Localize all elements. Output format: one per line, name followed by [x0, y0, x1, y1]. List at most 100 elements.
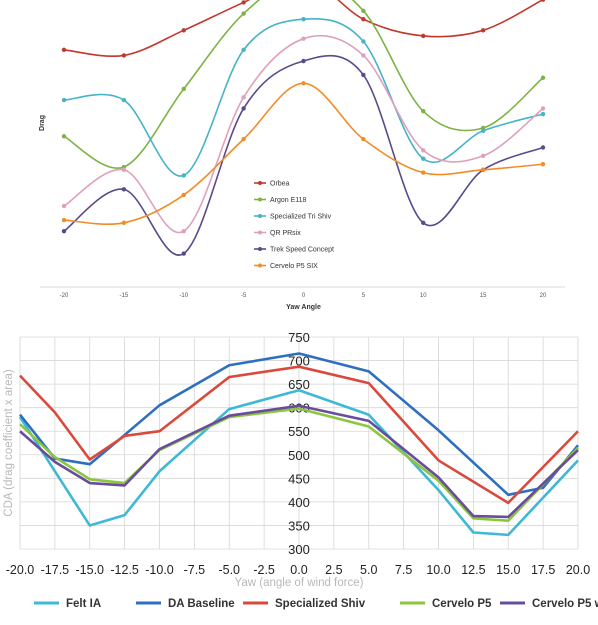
- data-point-specialized-tri-shiv: [121, 97, 127, 103]
- legend-label-specialized-shiv: Specialized Shiv: [275, 598, 366, 610]
- x-axis-label: Yaw (angle of wind force): [235, 577, 364, 589]
- data-point-orbea: [421, 33, 426, 39]
- series-line-cervelo-p5: [19, 407, 579, 523]
- y-axis-label: Drag: [39, 115, 46, 131]
- data-point-trek-speed-concept: [121, 187, 127, 192]
- drag-vs-yaw-chart: -20 -15 -10 -5 0 5 10 15 20 Yaw Angle Drag Orbea Arg…: [39, 0, 565, 311]
- series-line-trek-speed-concept: [63, 54, 544, 256]
- x-tick-label: 20.0: [566, 563, 590, 577]
- data-point-qr-prsix: [181, 229, 186, 234]
- x-tick-label: -20: [60, 293, 69, 299]
- data-point-cervelo-p5-six: [121, 220, 127, 226]
- series-line-argon-e118: [63, 0, 544, 170]
- x-tick-label: 20: [540, 293, 547, 299]
- x-tick-label: -7.5: [184, 563, 206, 577]
- y-tick-label: 400: [288, 495, 310, 510]
- x-tick-label: 10: [420, 293, 427, 299]
- data-point-qr-prsix: [241, 95, 246, 100]
- y-tick-label: 750: [288, 330, 310, 345]
- x-tick-label: -15: [120, 293, 129, 299]
- data-point-argon-e118: [61, 134, 67, 139]
- y-tick-label: 500: [288, 448, 310, 463]
- data-point-qr-prsix: [61, 203, 67, 209]
- x-tick-label: 15: [480, 293, 487, 299]
- y-tick-label: 300: [288, 542, 310, 557]
- y-tick-label: 700: [288, 354, 310, 369]
- legend-label-cervelo-p5-six: Cervelo P5 SIX: [270, 263, 318, 270]
- y-tick-label: 650: [288, 377, 310, 392]
- data-point-specialized-tri-shiv: [181, 173, 186, 178]
- data-point-cervelo-p5-six: [540, 162, 546, 167]
- data-point-trek-speed-concept: [361, 72, 366, 78]
- data-point-orbea: [361, 16, 366, 22]
- data-point-orbea: [241, 0, 246, 5]
- data-point-specialized-tri-shiv: [61, 97, 67, 103]
- x-tick-label: -10: [179, 293, 188, 299]
- data-point-orbea: [61, 47, 67, 53]
- legend-marker-trek-speed-concept: [258, 247, 262, 251]
- data-point-cervelo-p5-six: [61, 217, 67, 223]
- data-point-specialized-tri-shiv: [361, 39, 366, 44]
- data-point-specialized-tri-shiv: [241, 47, 246, 53]
- data-point-trek-speed-concept: [241, 106, 246, 111]
- data-point-orbea: [480, 28, 486, 33]
- legend-label-da-baseline: DA Baseline: [168, 598, 235, 610]
- data-point-specialized-tri-shiv: [480, 128, 486, 133]
- legend-label-felt-ia: Felt IA: [66, 598, 101, 610]
- data-point-cervelo-p5-six: [181, 192, 186, 198]
- y-axis-label: CDA (drag coefficient x area): [3, 369, 15, 517]
- x-tick-label: 5.0: [360, 563, 377, 577]
- data-point-argon-e118: [241, 11, 246, 16]
- data-point-cervelo-p5-six: [241, 136, 246, 142]
- data-point-cervelo-p5-six: [301, 81, 306, 86]
- data-point-orbea: [181, 28, 186, 33]
- data-point-argon-e118: [540, 75, 546, 80]
- series-line-felt-ia: [18, 388, 579, 537]
- x-tick-label: 0.0: [290, 563, 307, 577]
- legend-marker-orbea: [258, 181, 262, 185]
- series-line-qr-prsix: [63, 34, 544, 234]
- data-point-trek-speed-concept: [301, 58, 306, 64]
- data-point-argon-e118: [421, 109, 426, 114]
- legend-marker-cervelo-p5-six: [258, 263, 262, 268]
- series-line-orbea: [63, 0, 544, 57]
- legend-label-specialized-tri-shiv: Specialized Tri Shiv: [270, 214, 332, 221]
- data-point-trek-speed-concept: [181, 251, 186, 256]
- legend-label-orbea: Orbea: [270, 181, 290, 188]
- x-tick-label: -10.0: [145, 563, 174, 577]
- data-point-qr-prsix: [540, 106, 546, 111]
- y-tick-label: 350: [288, 518, 310, 533]
- x-tick-label: 2.5: [325, 563, 342, 577]
- data-point-argon-e118: [361, 8, 366, 13]
- data-point-trek-speed-concept: [540, 145, 546, 150]
- x-tick-label: 15.0: [496, 563, 520, 577]
- legend-marker-specialized-tri-shiv: [258, 214, 262, 218]
- series-line-specialized-shiv: [19, 365, 579, 505]
- x-tick-label: 5: [362, 293, 366, 299]
- x-tick-label: 0: [302, 293, 306, 299]
- data-point-qr-prsix: [421, 148, 426, 153]
- x-tick-label: -15.0: [76, 563, 105, 577]
- data-point-orbea: [540, 0, 546, 2]
- legend-label-cervelo-p5: Cervelo P5: [432, 598, 492, 610]
- legend-label-qr-prsix: QR PRsix: [270, 230, 301, 237]
- x-tick-label: -17.5: [41, 563, 70, 577]
- legend-marker-qr-prsix: [258, 230, 262, 235]
- x-tick-label: -5.0: [218, 563, 240, 577]
- data-point-argon-e118: [181, 86, 186, 92]
- data-point-qr-prsix: [480, 153, 486, 159]
- x-tick-label: -2.5: [253, 563, 275, 577]
- x-tick-label: -12.5: [110, 563, 139, 577]
- series-line-da-baseline: [18, 352, 580, 497]
- data-point-qr-prsix: [121, 167, 127, 173]
- x-tick-label: 17.5: [531, 563, 555, 577]
- data-point-cervelo-p5-six: [361, 136, 366, 142]
- x-tick-label: 7.5: [395, 563, 412, 577]
- legend-label-cervelo-p5-w-low-bars: Cervelo P5 w/low bars*: [532, 598, 598, 610]
- data-point-qr-prsix: [301, 36, 306, 41]
- x-tick-label: -20.0: [6, 563, 35, 577]
- legend-label-argon-e118: Argon E118: [270, 197, 307, 204]
- x-tick-label: 10.0: [426, 563, 450, 577]
